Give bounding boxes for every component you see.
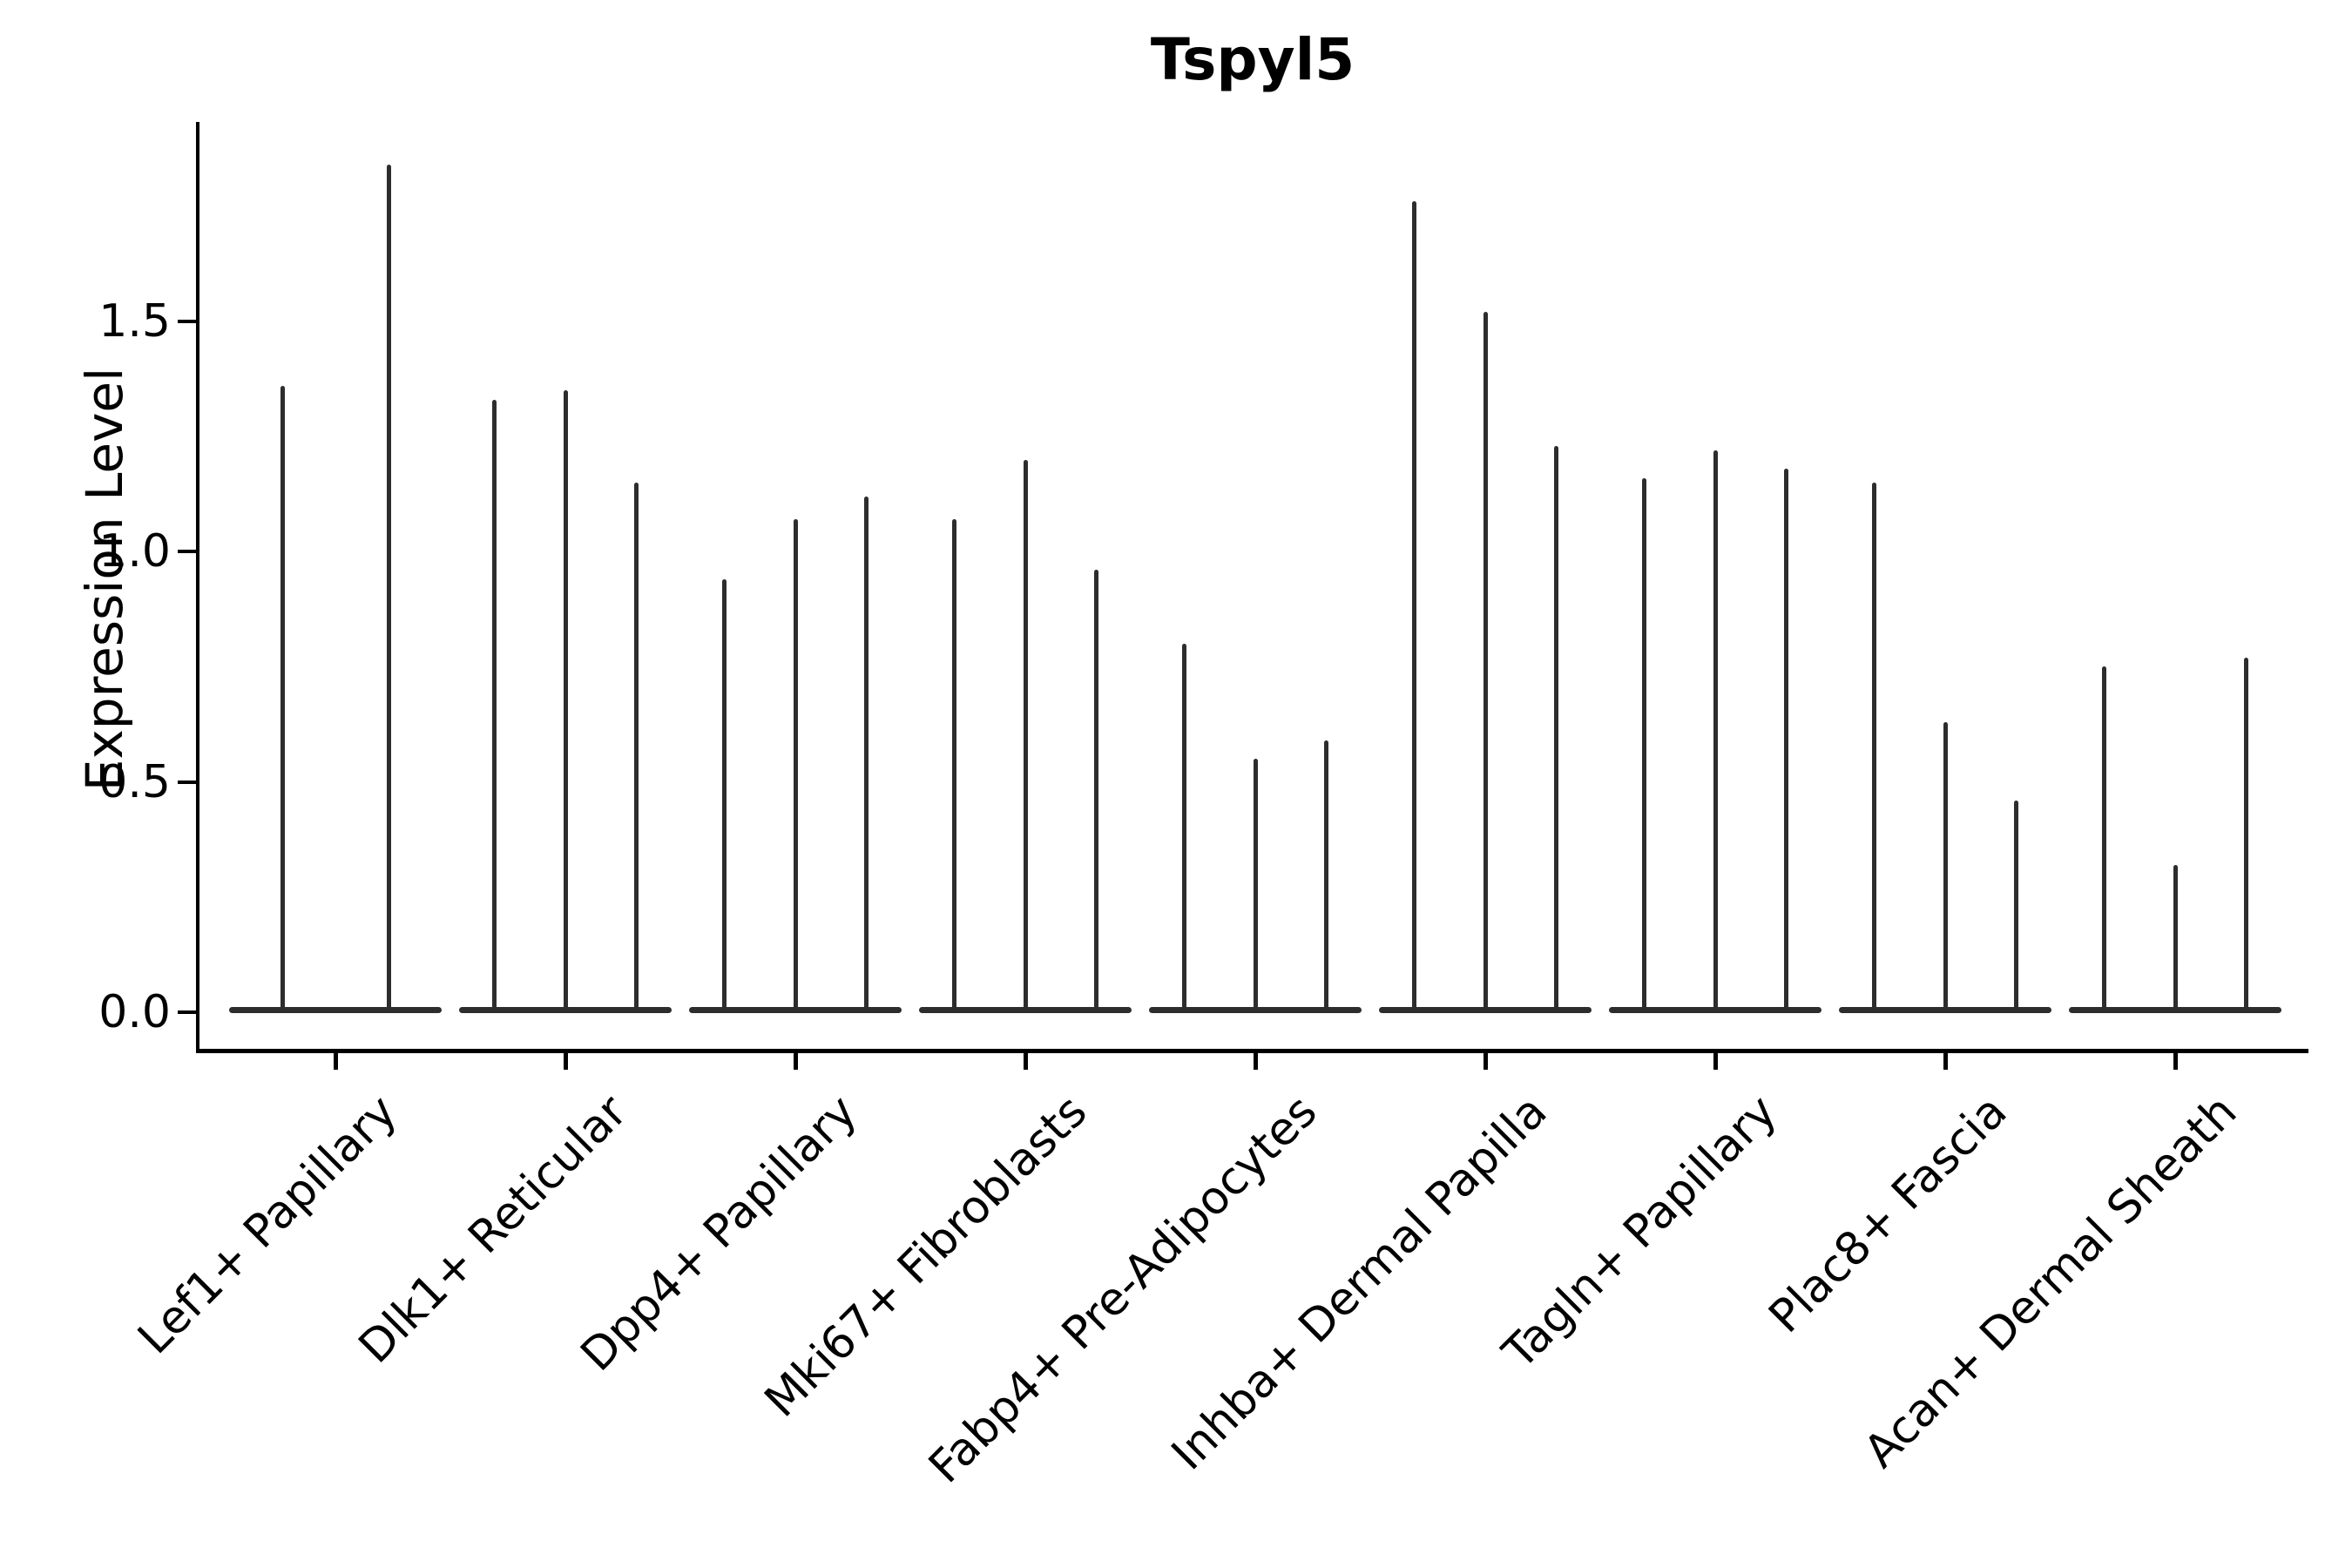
y-tick-mark — [178, 319, 196, 323]
x-tick-mark — [333, 1052, 338, 1070]
x-tick-label: Fabp4+ Pre-Adipocytes — [919, 1085, 1328, 1494]
violin-spike — [1412, 201, 1417, 1012]
y-tick-mark — [178, 1010, 196, 1014]
x-tick-mark — [2173, 1052, 2178, 1070]
y-tick-label: 0.5 — [98, 755, 171, 808]
violin-spike — [1872, 482, 1877, 1012]
violin-spike — [863, 496, 868, 1012]
x-tick-label: Plac8+ Fascia — [1759, 1085, 2017, 1343]
violin-spike — [2243, 657, 2248, 1012]
violin-spike — [1182, 644, 1187, 1012]
violin-spike — [492, 399, 497, 1012]
x-tick-mark — [563, 1052, 568, 1070]
violin-spike — [722, 579, 727, 1012]
y-axis-spine — [196, 122, 199, 1053]
violin-spike — [1713, 449, 1718, 1012]
x-tick-label: Acan+ Dermal Sheath — [1854, 1085, 2247, 1478]
violin-spike — [2102, 666, 2107, 1012]
x-tick-mark — [793, 1052, 798, 1070]
x-tick-label: Dlk1+ Reticular — [348, 1085, 638, 1374]
y-tick-label: 0.0 — [98, 986, 171, 1038]
violin-spike — [2013, 800, 2018, 1012]
violin-spike — [1323, 740, 1328, 1012]
violin-spike — [633, 482, 639, 1012]
x-tick-mark — [1253, 1052, 1258, 1070]
violin-spike — [1023, 459, 1028, 1012]
violin-spike — [1642, 477, 1647, 1012]
y-tick-mark — [178, 550, 196, 554]
y-tick-mark — [178, 780, 196, 784]
violin-spike — [2173, 864, 2178, 1012]
x-tick-label: Tagln+ Papillary — [1493, 1085, 1788, 1380]
x-tick-mark — [1713, 1052, 1718, 1070]
x-tick-label: Inhba+ Dermal Papilla — [1161, 1085, 1558, 1481]
violin-spike — [1783, 469, 1788, 1012]
violin-spike — [1943, 721, 1948, 1012]
violin-base — [229, 1007, 442, 1013]
violin-spike — [1253, 759, 1258, 1012]
x-tick-mark — [1483, 1052, 1488, 1070]
violin-spike — [280, 385, 285, 1012]
x-tick-label: Dpp4+ Papillary — [571, 1085, 868, 1382]
y-tick-label: 1.5 — [98, 294, 171, 348]
x-tick-mark — [1023, 1052, 1028, 1070]
violin-spike — [952, 519, 957, 1012]
violin-spike — [793, 519, 798, 1012]
violin-spike — [1093, 570, 1098, 1012]
y-tick-label: 1.0 — [98, 525, 171, 578]
violin-spike — [1483, 312, 1488, 1012]
x-axis-spine — [196, 1049, 2308, 1053]
x-tick-mark — [1943, 1052, 1948, 1070]
violin-spike — [1553, 445, 1558, 1012]
violin-spike — [386, 165, 391, 1012]
x-tick-label: Mki67+ Fibroblasts — [754, 1085, 1098, 1428]
violin-spike — [563, 390, 568, 1012]
chart-title: Tspyl5 — [1150, 26, 1355, 93]
